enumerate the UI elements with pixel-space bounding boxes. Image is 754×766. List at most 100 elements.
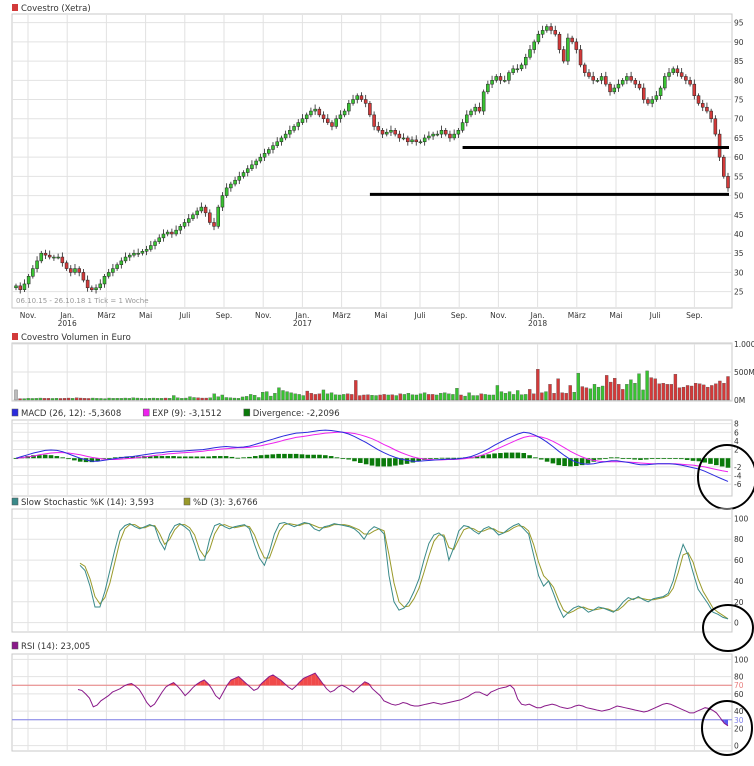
volume-bar (710, 385, 714, 401)
volume-bar (236, 398, 241, 401)
macd-panel: MACD (26, 12): -5,3608 EXP (9): -3,1512 Di… (11, 408, 754, 510)
candle (688, 80, 692, 85)
volume-bar (661, 383, 665, 401)
candle (203, 206, 208, 214)
legend-marker (243, 408, 251, 417)
volume-bar (629, 379, 633, 401)
volume-bar (50, 398, 55, 401)
price-footer: 06.10.15 - 26.10.18 1 Tick = 1 Woche (16, 297, 149, 305)
candle (300, 118, 305, 123)
volume-bar (228, 397, 233, 401)
divergence-bar (433, 458, 439, 460)
candle (98, 283, 103, 289)
overbought-area (234, 676, 239, 686)
volume-bar (515, 390, 520, 401)
candle (722, 156, 726, 177)
candle (267, 149, 271, 154)
divergence-bar (714, 458, 719, 466)
divergence-bar (54, 456, 60, 459)
divergence-bar (147, 456, 153, 459)
overbought-area (303, 676, 308, 686)
candle (153, 241, 157, 246)
divergence-bar (194, 456, 200, 459)
divergence-bar (568, 458, 573, 467)
y-tick-label: 0 (734, 742, 739, 751)
volume-bar (471, 395, 475, 401)
x-tick-label: Juli (178, 311, 190, 320)
y-tick-label: 60 (734, 556, 744, 565)
legend-label: %D (3): 3,6766 (193, 498, 258, 508)
y-tick-label: -6 (734, 480, 742, 489)
volume-bar (143, 398, 148, 401)
divergence-bar (340, 458, 346, 460)
volume-bar (511, 394, 516, 401)
volume-bar (483, 394, 487, 401)
y-tick-label: 70 (734, 681, 744, 690)
volume-bar (524, 394, 528, 401)
divergence-bar (235, 457, 241, 459)
candle (195, 210, 199, 216)
volume-bar (337, 394, 342, 401)
divergence-bar (515, 452, 521, 459)
volume-bar (257, 397, 261, 401)
candle (245, 168, 250, 173)
candle (250, 164, 254, 169)
volume-legend-marker (12, 333, 18, 340)
candle (663, 76, 667, 89)
divergence-bar (72, 458, 77, 461)
stoch-d-line (79, 523, 729, 620)
candle (161, 233, 166, 239)
volume-bar (103, 398, 107, 401)
candle (646, 99, 650, 104)
candle (557, 33, 562, 50)
divergence-bar (690, 458, 696, 461)
candle (473, 106, 477, 112)
divergence-bar (667, 458, 672, 460)
divergence-bar (725, 458, 731, 468)
candle (43, 252, 48, 256)
rsi-line (77, 672, 729, 727)
y-tick-label: 75 (734, 96, 744, 105)
volume-bar (443, 392, 447, 401)
x-tick-label: Mai (374, 311, 387, 320)
overbought-area (311, 673, 316, 686)
x-tick-label: Sep. (686, 311, 703, 320)
volume-bar (289, 392, 293, 401)
volume-bar (552, 393, 556, 401)
divergence-bar (200, 456, 206, 459)
y-tick-label: 55 (734, 172, 744, 181)
candle (545, 26, 549, 31)
volume-bar (123, 397, 127, 401)
divergence-bar (492, 453, 497, 459)
volume-bar (301, 395, 305, 401)
candle (144, 249, 149, 252)
volume-bar (321, 389, 326, 401)
candle (47, 254, 52, 258)
price-grid (12, 15, 732, 307)
stochastic-legend: Slow Stochastic %K (14): 3,593 %D (3): 3,… (11, 497, 258, 508)
volume-bar (196, 397, 200, 401)
x-tick-label: März (333, 311, 351, 320)
volume-bar (139, 398, 144, 401)
divergence-bar (579, 458, 585, 466)
divergence-bar (282, 453, 287, 459)
legend-label: Slow Stochastic %K (14): 3,593 (21, 498, 154, 508)
volume-bar (79, 397, 83, 401)
volume-bar (613, 378, 617, 401)
divergence-bar (95, 458, 101, 462)
candle (705, 106, 709, 112)
divergence-bar (608, 457, 614, 459)
candle (536, 33, 541, 43)
volume-bar (431, 394, 435, 401)
volume-bar (609, 381, 613, 401)
candle (60, 256, 65, 264)
volume-bar (317, 393, 322, 401)
overbought-area (265, 676, 270, 686)
y-tick-label: 70 (734, 115, 744, 124)
candle (696, 95, 701, 104)
candle (709, 110, 713, 119)
divergence-bar (42, 454, 48, 459)
macd-legend: MACD (26, 12): -5,3608 EXP (9): -3,1512 Di… (11, 408, 340, 419)
volume-bar (426, 394, 431, 401)
legend-label: EXP (9): -3,1512 (152, 409, 221, 419)
